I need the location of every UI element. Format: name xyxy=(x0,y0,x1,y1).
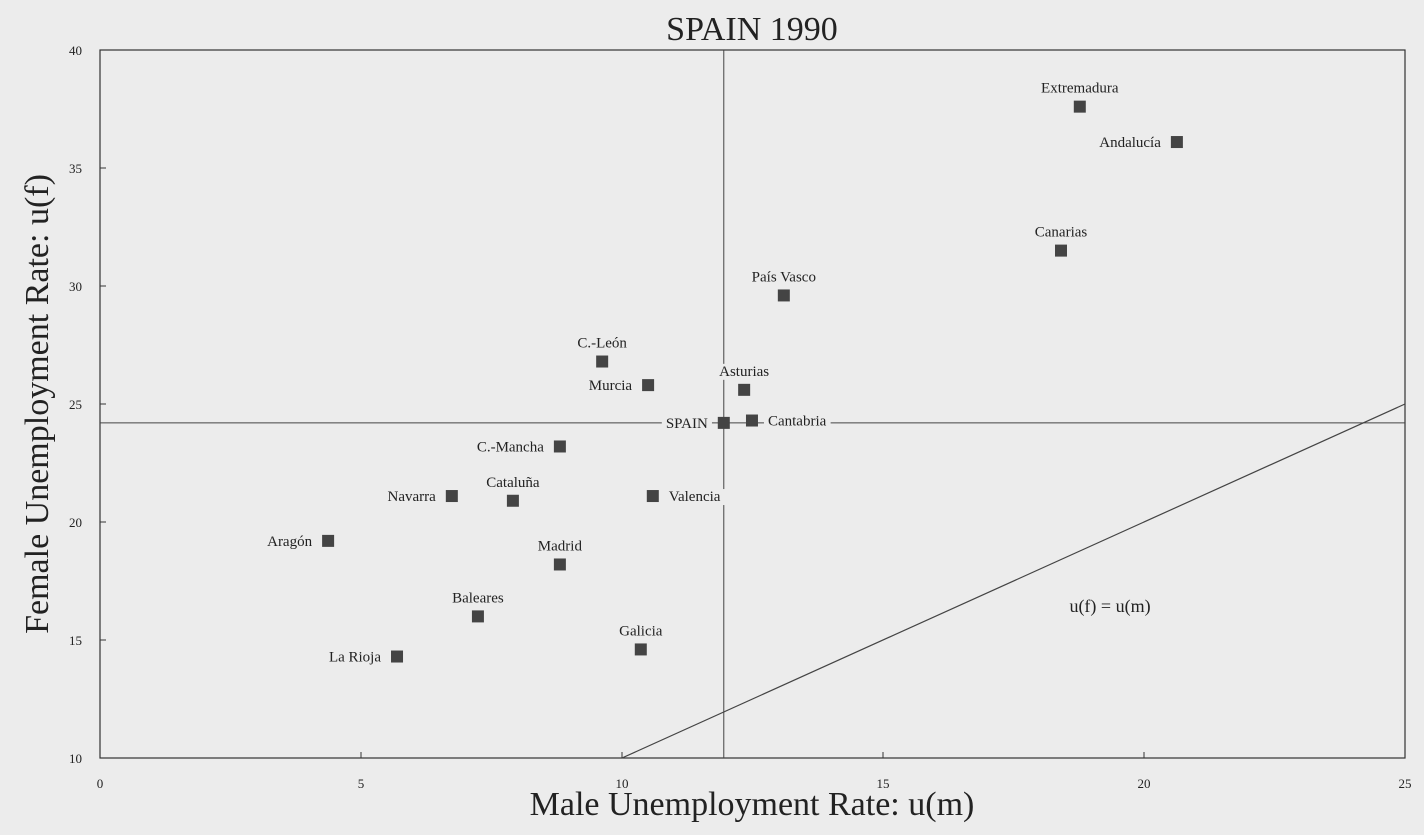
point xyxy=(322,534,335,547)
point-label: Extremadura xyxy=(1041,81,1119,97)
y-tick-label: 35 xyxy=(69,161,82,176)
y-tick-label: 40 xyxy=(69,43,82,58)
x-tick-label: 25 xyxy=(1399,776,1412,791)
point-label: Cantabria xyxy=(768,414,827,430)
y-tick-label: 20 xyxy=(69,515,82,530)
point xyxy=(634,643,647,656)
y-tick-label: 30 xyxy=(69,279,82,294)
x-tick-label: 15 xyxy=(877,776,890,791)
label-background xyxy=(747,269,820,286)
x-tick-label: 5 xyxy=(358,776,365,791)
point-label: Madrid xyxy=(538,538,583,554)
point-label: Murcia xyxy=(589,378,633,394)
point xyxy=(717,416,730,429)
label-background xyxy=(1095,135,1166,152)
label-background xyxy=(324,649,386,666)
point xyxy=(1073,100,1086,113)
identity-line xyxy=(621,403,1406,759)
point-label: SPAIN xyxy=(666,416,708,432)
label-background xyxy=(664,489,725,506)
label-background xyxy=(1030,224,1092,241)
label-background xyxy=(615,623,667,640)
point-label: Andalucía xyxy=(1099,135,1161,151)
x-tick-label: 20 xyxy=(1138,776,1151,791)
point-label: Aragón xyxy=(267,534,312,550)
annotation: u(f) = u(m) xyxy=(1069,596,1150,617)
label-background xyxy=(448,590,508,607)
label-background xyxy=(573,335,632,352)
y-tick-label: 10 xyxy=(69,751,82,766)
point xyxy=(391,650,404,663)
label-background xyxy=(472,439,549,456)
label-background xyxy=(482,474,544,491)
y-axis-label: Female Unemployment Rate: u(f) xyxy=(19,174,56,634)
x-tick-label: 0 xyxy=(97,776,104,791)
point-label: País Vasco xyxy=(752,269,816,285)
label-background xyxy=(383,489,441,506)
point xyxy=(445,490,458,503)
point xyxy=(738,383,751,396)
point-label: Asturias xyxy=(719,364,769,380)
point xyxy=(745,414,758,427)
y-tick-label: 15 xyxy=(69,633,82,648)
point-label: Navarra xyxy=(388,489,437,505)
point xyxy=(777,289,790,302)
label-background xyxy=(661,415,712,432)
point-label: C.-León xyxy=(577,336,627,352)
x-axis-label: Male Unemployment Rate: u(m) xyxy=(530,786,975,823)
point xyxy=(506,494,519,507)
label-background xyxy=(584,378,637,395)
point-label: Canarias xyxy=(1035,225,1088,241)
point xyxy=(596,355,609,368)
label-background xyxy=(533,538,587,555)
y-tick-label: 25 xyxy=(69,397,82,412)
label-background xyxy=(715,363,774,380)
point xyxy=(553,558,566,571)
point xyxy=(642,379,655,392)
point xyxy=(1170,136,1183,149)
point-label: La Rioja xyxy=(329,650,381,666)
point-label: C.-Mancha xyxy=(477,439,544,455)
label-background xyxy=(1037,80,1123,97)
x-tick-label: 10 xyxy=(616,776,629,791)
point-label: Valencia xyxy=(669,489,721,505)
chart-title: SPAIN 1990 xyxy=(666,11,838,48)
point xyxy=(646,490,659,503)
point-label: Cataluña xyxy=(486,475,540,491)
point-label: Baleares xyxy=(452,590,504,606)
point-label: Galicia xyxy=(619,623,663,639)
point xyxy=(471,610,484,623)
point xyxy=(553,440,566,453)
point xyxy=(1055,244,1068,257)
label-background xyxy=(263,533,317,550)
label-background xyxy=(763,413,831,430)
